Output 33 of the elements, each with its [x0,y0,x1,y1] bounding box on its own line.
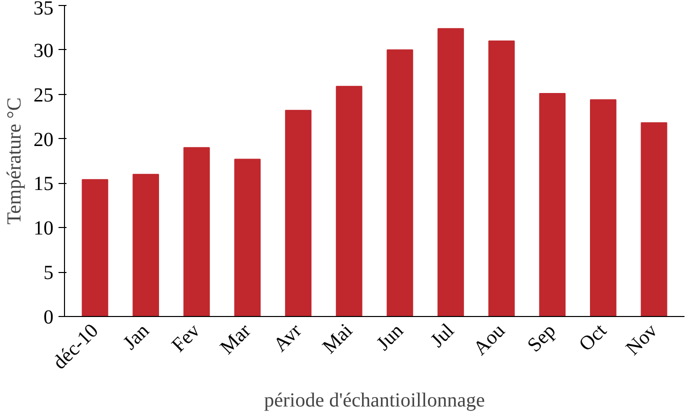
x-tick-label: Fev [168,320,204,356]
y-tick-label: 25 [34,84,54,106]
x-tick-label: Mar [216,319,256,359]
bar [539,92,566,316]
bar [234,158,261,316]
y-tick-label: 35 [34,0,54,20]
y-tick-label: 15 [34,173,54,196]
bar [336,86,362,316]
bar [183,147,210,316]
x-tick-label: Aou [469,320,510,360]
y-tick-label: 20 [34,128,54,151]
x-axis-title: période d'échantioillonnage [264,390,485,412]
bar [386,49,414,316]
y-tick-label: 5 [44,262,54,284]
bar [82,179,108,316]
bar [438,28,464,316]
x-tick-label: Sep [523,320,560,356]
x-tick-label: Avr [270,319,306,356]
y-tick-label: 30 [34,40,54,62]
bar [285,110,312,316]
bar [640,122,668,316]
x-tick-label: Jan [119,320,154,354]
x-tick-label: Jul [426,319,459,352]
y-tick-label: 10 [34,218,54,240]
x-tick-label: Mai [318,319,358,358]
bar [590,99,616,316]
bar [132,174,160,316]
x-tick-label: Nov [622,320,662,360]
y-axis-title: Température °C [4,97,26,225]
x-tick-label: Jun [372,320,408,355]
y-tick-label: 0 [44,306,54,328]
bar [488,40,515,316]
x-tick-label: Oct [574,319,612,356]
